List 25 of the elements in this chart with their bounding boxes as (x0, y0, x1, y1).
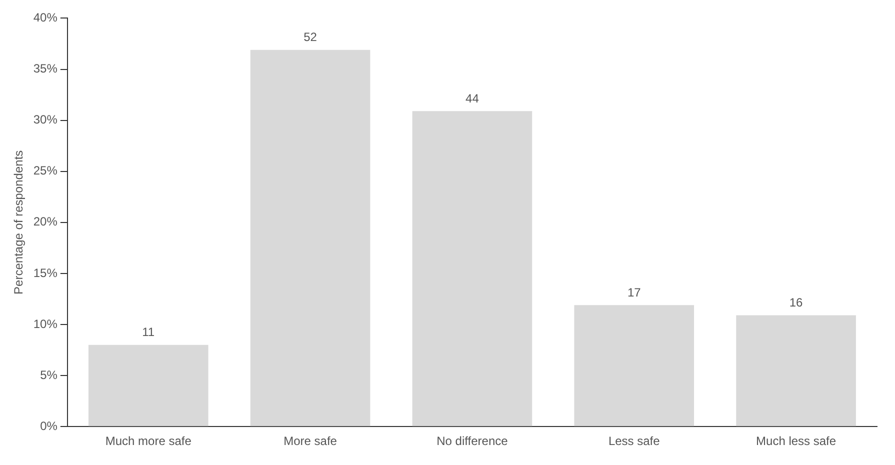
annotation: 16 (789, 296, 804, 310)
y-tick-label: 0% (40, 418, 58, 433)
y-tick-label: 40% (33, 10, 58, 25)
bar (250, 50, 370, 426)
annotation: 52 (304, 30, 318, 44)
bar (574, 305, 694, 426)
y-tick-label: 15% (33, 266, 58, 280)
y-tick-label: 5% (40, 368, 58, 382)
x-tick-label: Much less safe (756, 434, 836, 448)
x-tick-label: Much more safe (105, 434, 192, 448)
bar (88, 344, 208, 426)
annotation: 44 (466, 91, 480, 106)
y-tick-label: 20% (33, 214, 58, 229)
annotation: 11 (142, 325, 155, 340)
bar (412, 111, 532, 426)
x-tick-label: No difference (436, 434, 508, 448)
annotation: 17 (627, 285, 642, 300)
x-tick-label: Less safe (608, 434, 660, 448)
x-tick-label: More safe (284, 434, 338, 448)
y-tick-label: 10% (33, 316, 58, 331)
y-tick-label: 25% (33, 164, 58, 178)
y-tick-label: 30% (33, 112, 58, 127)
bar (736, 315, 856, 426)
y-axis-title: Percentage of respondents (12, 150, 26, 294)
y-tick-label: 35% (33, 62, 58, 76)
